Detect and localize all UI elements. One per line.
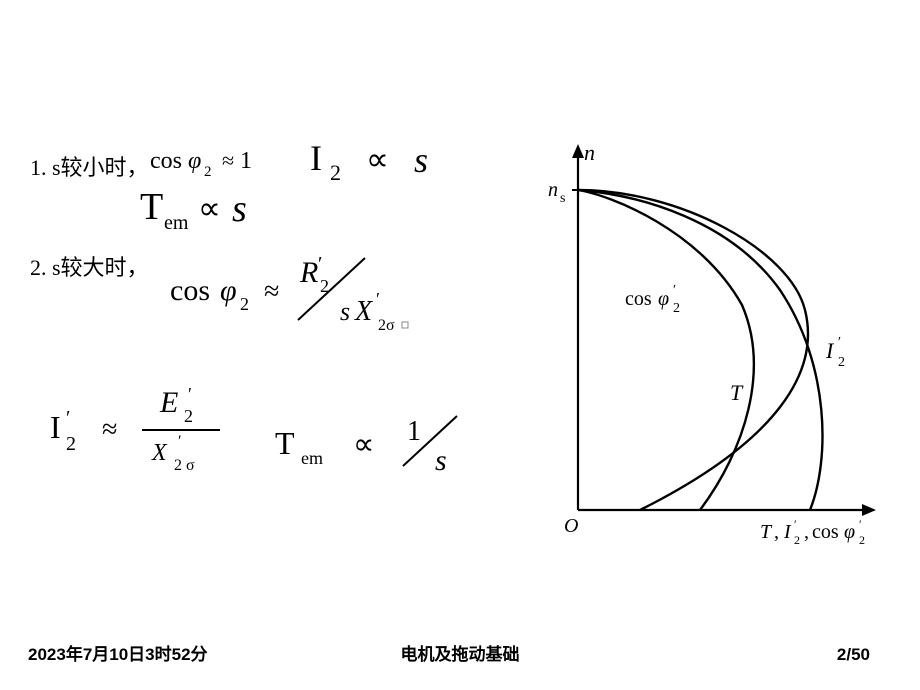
phi: φ (220, 274, 237, 307)
xl-phip: ′ (859, 517, 862, 531)
formula-cos-phi2-1: cos φ 2 ≈ 1 (150, 146, 300, 187)
s: s (414, 140, 428, 180)
s: s (435, 444, 447, 477)
curve-cos-phi (578, 190, 808, 510)
footer-title: 电机及拖动基础 (0, 640, 920, 665)
r: R (299, 256, 318, 289)
cos-text: cos (150, 148, 182, 174)
xl-cos: cos (812, 521, 839, 543)
y-label: n (584, 140, 595, 165)
xl-c2: , (804, 521, 809, 543)
formula-i2-prop-s-svg: I 2 ∝ s (310, 138, 470, 184)
formula-cos-phi2-frac: cos φ 2 ≈ R ′ 2 s X ′ 2σ (170, 250, 430, 330)
formula-tem-prop-1s-svg: T em ∝ 1 s (275, 410, 505, 490)
prop: ∝ (366, 141, 389, 177)
label-cos-prime: ′ (673, 283, 676, 298)
formula-tem-prop-s-svg: T em ∝ s (140, 187, 320, 237)
den-sub: 2σ (378, 317, 395, 334)
label-i2-prime: ′ (838, 335, 841, 350)
phi-sub: 2 (240, 294, 249, 314)
e-sub: 2 (184, 406, 193, 426)
xl-t: T (760, 521, 773, 543)
xl-phis: 2 (859, 533, 865, 547)
formula-cos-phi2-frac-svg: cos φ 2 ≈ R ′ 2 s X ′ 2σ (170, 250, 440, 340)
approx: ≈ (222, 148, 234, 173)
xl-ip: ′ (794, 517, 797, 531)
label-cos-phi: φ (658, 288, 669, 310)
line2-prefix: 2. s较大时， (30, 250, 149, 282)
i: I (50, 409, 61, 445)
xl-phi: φ (844, 521, 855, 543)
curve-i2 (578, 190, 822, 510)
label-cos: cos (625, 288, 652, 310)
i-main: I (310, 138, 322, 178)
label-cos-sub: 2 (673, 301, 680, 316)
xl-i: I (783, 521, 792, 543)
t: T (275, 425, 295, 461)
prop: ∝ (198, 190, 221, 226)
e-prime: ′ (188, 384, 192, 404)
one: 1 (407, 416, 421, 447)
i-prime: ′ (66, 407, 70, 429)
i-sub: 2 (330, 160, 341, 184)
formula-i2prime-frac: I ′ 2 ≈ E ′ 2 X ′ 2 σ (50, 380, 270, 480)
label-i2-main: I (825, 338, 835, 363)
origin-label: O (564, 515, 578, 537)
label-t: T (730, 380, 744, 405)
y-axis-arrow (572, 144, 584, 158)
t-main: T (140, 187, 163, 228)
cos: cos (170, 274, 210, 307)
approx: ≈ (102, 414, 117, 445)
x-axis-label: T , I ′ 2 , cos φ ′ 2 (760, 517, 865, 547)
t-sub: em (301, 448, 323, 468)
x-axis-arrow (862, 504, 876, 516)
formula-tem-prop-1s: T em ∝ 1 s (275, 410, 505, 480)
one: 1 (240, 148, 252, 174)
approx: ≈ (264, 276, 279, 307)
i-sub: 2 (66, 433, 76, 455)
formula-i2-prop-s: I 2 ∝ s (310, 138, 470, 193)
formula-tem-prop-s: T em ∝ s (140, 187, 320, 246)
ns-label-n: n (548, 179, 558, 201)
r-prime: ′ (318, 253, 322, 275)
slide: 1. s较小时， cos φ 2 ≈ 1 I 2 ∝ s T em ∝ s 2.… (0, 0, 920, 690)
footer-page: 2/50 (837, 645, 870, 665)
formula-cos-phi2-1-svg: cos φ 2 ≈ 1 (150, 146, 300, 180)
diagram: n n s O cos φ ′ 2 T I ′ 2 T , I ′ 2 , c (530, 140, 895, 560)
t-sub: em (164, 212, 189, 234)
line1-prefix: 1. s较小时， (30, 150, 149, 182)
phi-sub: 2 (204, 164, 212, 180)
xl-is: 2 (794, 533, 800, 547)
diagram-svg: n n s O cos φ ′ 2 T I ′ 2 T , I ′ 2 , c (530, 140, 895, 560)
prop: ∝ (353, 428, 374, 461)
phi: φ (188, 148, 201, 174)
label-i2-sub: 2 (838, 355, 845, 370)
x-prime: ′ (178, 433, 182, 450)
den-x: X (354, 296, 373, 327)
e: E (159, 386, 178, 419)
x: X (151, 440, 168, 466)
ns-label-s: s (560, 191, 565, 206)
x-sub: 2 σ (174, 457, 195, 474)
xl-c1: , (774, 521, 779, 543)
formula-i2prime-frac-svg: I ′ 2 ≈ E ′ 2 X ′ 2 σ (50, 380, 280, 480)
den-s: s (340, 297, 350, 326)
den-prime: ′ (376, 289, 380, 309)
s: s (232, 188, 247, 230)
marker-dot (402, 322, 408, 328)
